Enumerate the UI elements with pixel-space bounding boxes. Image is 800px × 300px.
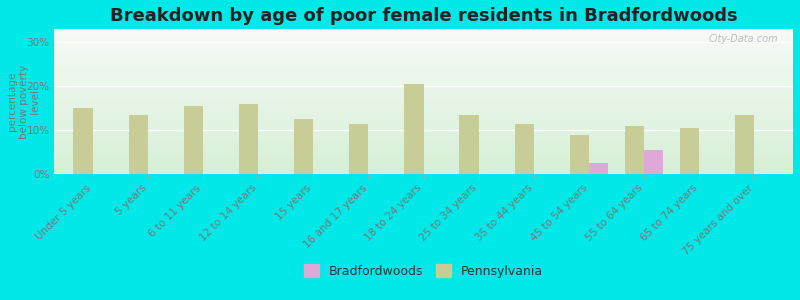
Bar: [514, 124, 534, 174]
Bar: [644, 150, 663, 174]
Bar: [294, 119, 314, 174]
Bar: [680, 128, 699, 174]
Bar: [589, 163, 608, 174]
Bar: [404, 84, 424, 174]
Bar: [239, 104, 258, 174]
Bar: [129, 115, 148, 174]
Bar: [570, 134, 589, 174]
Title: Breakdown by age of poor female residents in Bradfordwoods: Breakdown by age of poor female resident…: [110, 7, 738, 25]
Bar: [735, 115, 754, 174]
Bar: [625, 126, 644, 174]
Bar: [184, 106, 203, 174]
Bar: [74, 108, 93, 174]
Text: City-Data.com: City-Data.com: [709, 34, 778, 44]
Bar: [349, 124, 369, 174]
Y-axis label: percentage
below poverty
level: percentage below poverty level: [7, 64, 40, 139]
Bar: [459, 115, 478, 174]
Legend: Bradfordwoods, Pennsylvania: Bradfordwoods, Pennsylvania: [304, 264, 543, 278]
